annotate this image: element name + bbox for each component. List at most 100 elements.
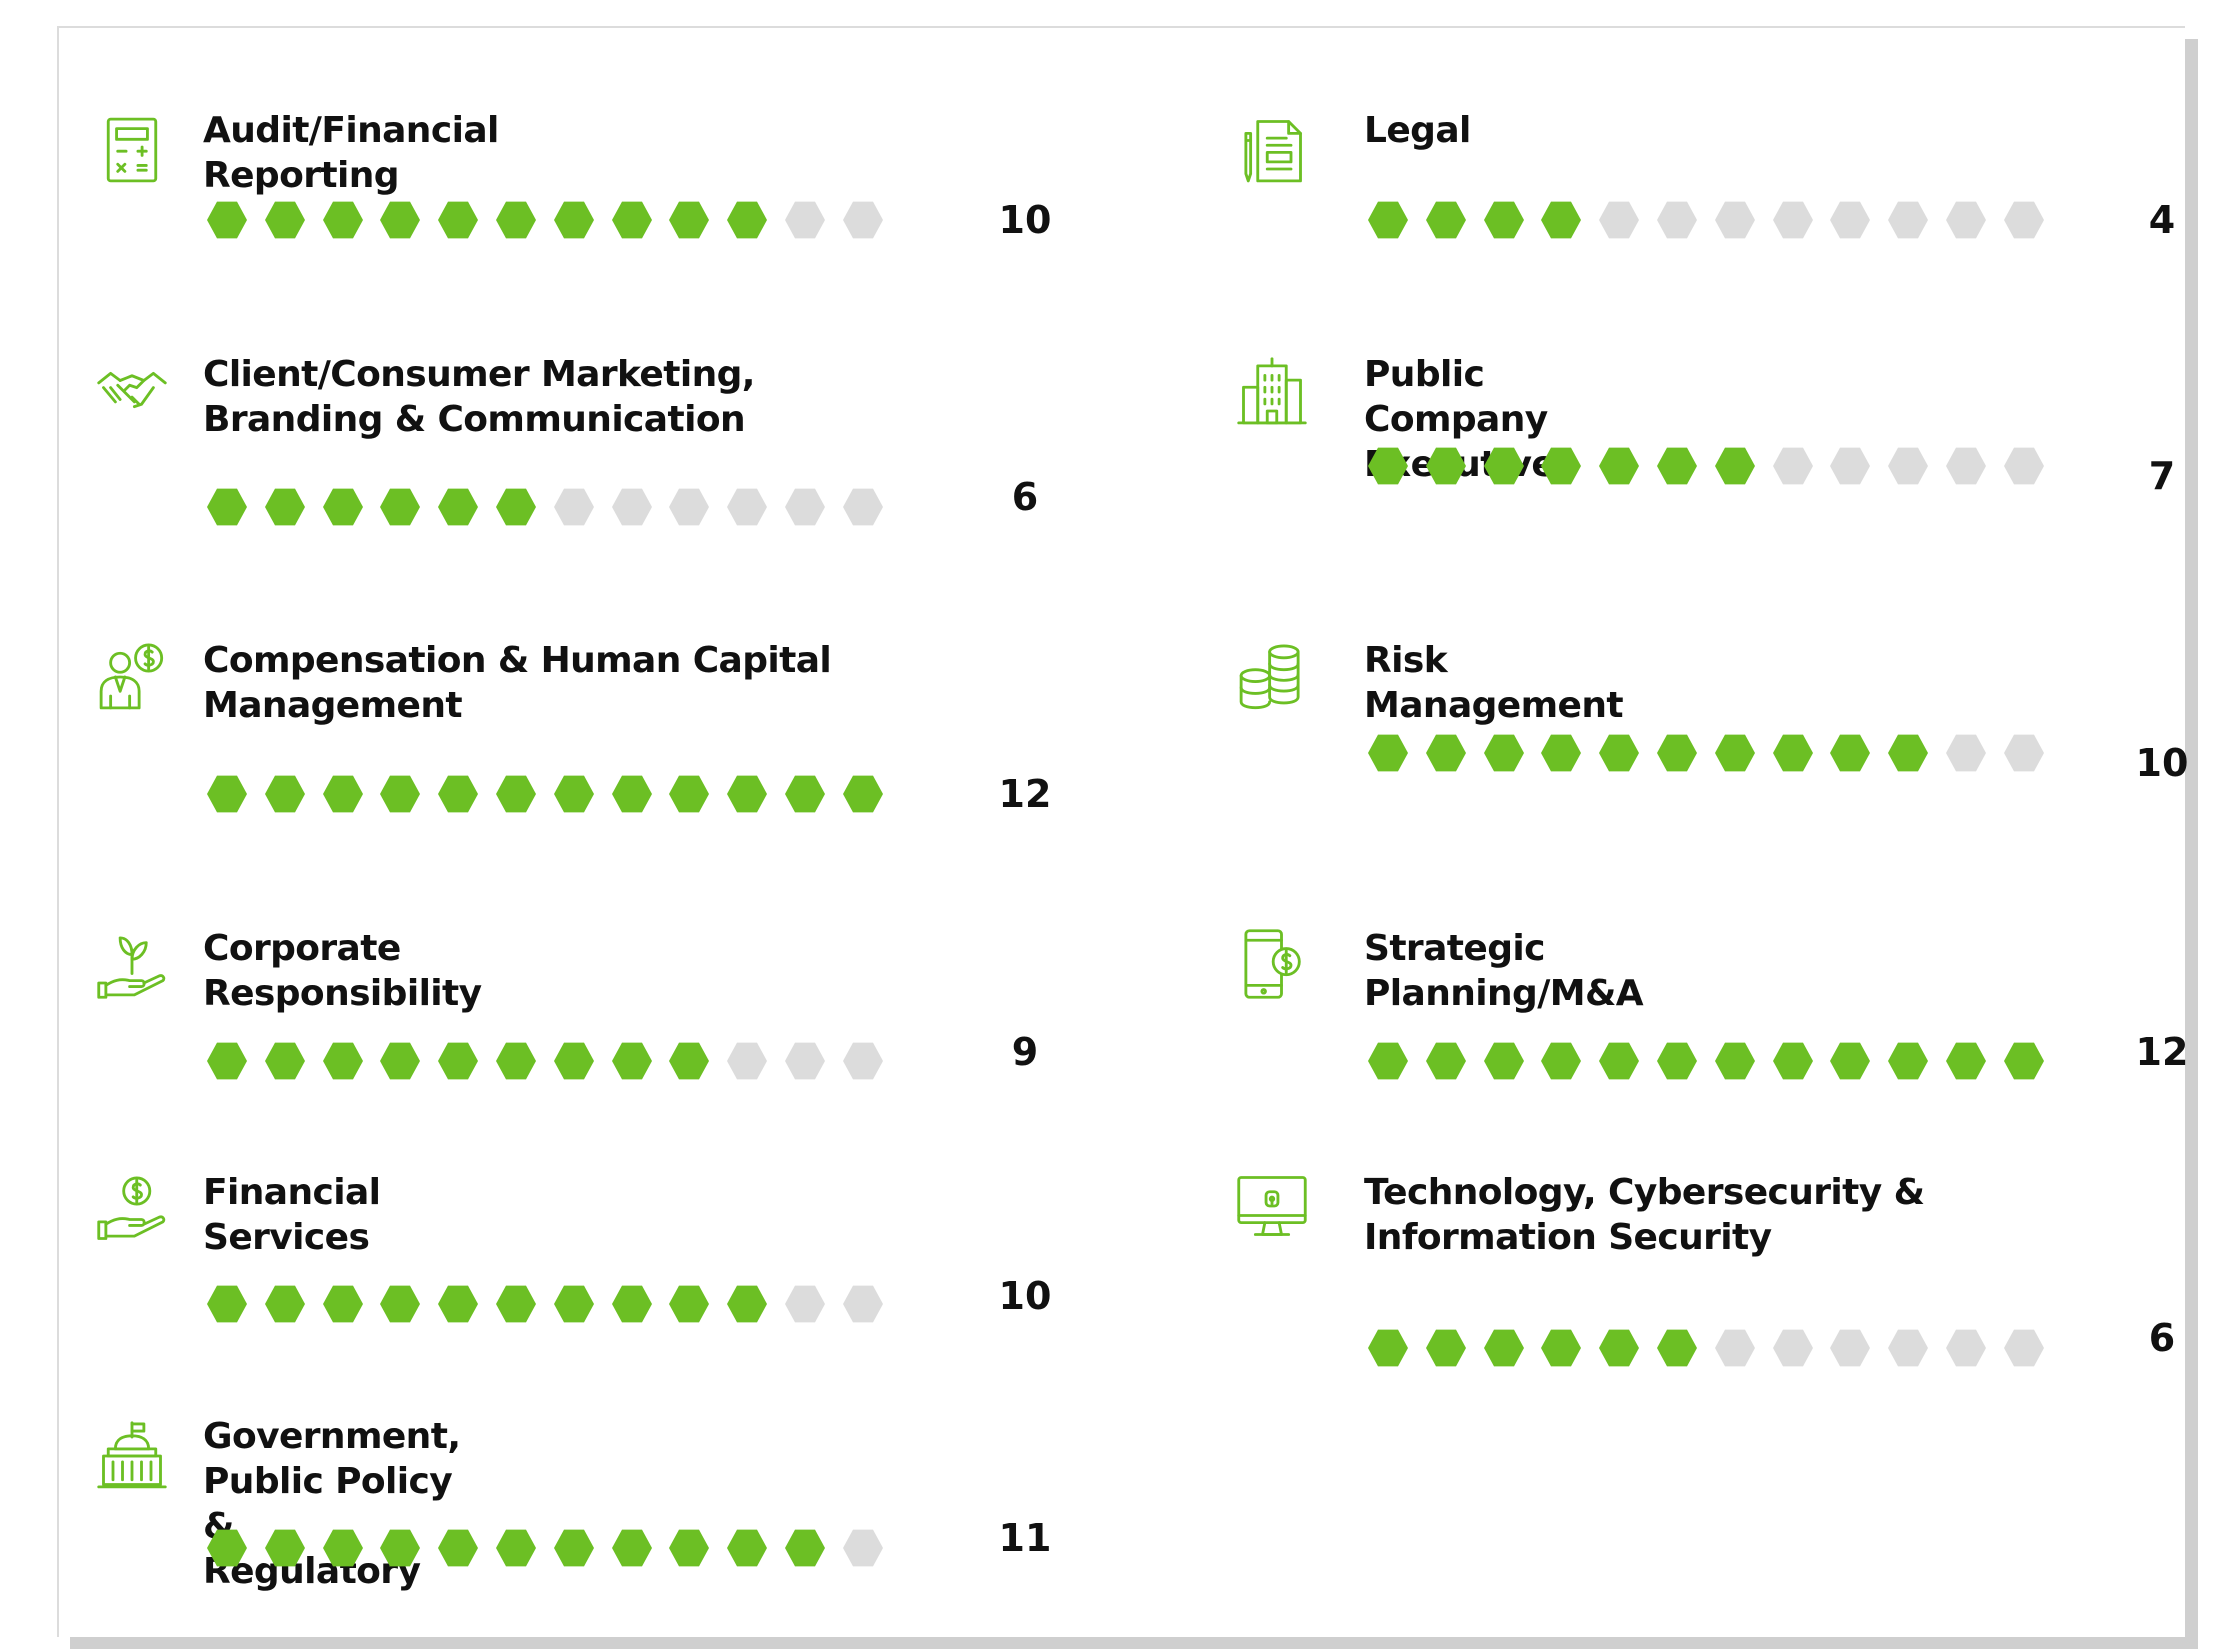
rating-dots [207,1284,883,1324]
rating-dot-filled [1426,1042,1466,1080]
rating-dot-filled [612,1529,652,1567]
rating-dot-filled [1888,734,1928,772]
monitor-lock-icon [1234,1168,1310,1244]
rating-dot-empty [1773,201,1813,239]
rating-dot-filled [1830,1042,1870,1080]
rating-dot-filled [1426,201,1466,239]
rating-dot-filled [265,1529,305,1567]
rating-dot-filled [380,775,420,813]
skill-count: 7 [2148,454,2176,498]
rating-dot-filled [496,1042,536,1080]
rating-dot-filled [496,775,536,813]
rating-dot-empty [1830,447,1870,485]
rating-dot-filled [496,201,536,239]
rating-dot-filled [612,201,652,239]
rating-dot-filled [1541,1042,1581,1080]
rating-dot-empty [2004,734,2044,772]
rating-dot-filled [554,1042,594,1080]
rating-dot-filled [380,1042,420,1080]
rating-dot-filled [1541,201,1581,239]
employee-dollar-icon [94,639,170,715]
rating-dot-empty [1773,1329,1813,1367]
rating-dot-filled [785,775,825,813]
skill-title: Government, Public Policy & Regulatory [203,1416,461,1592]
rating-dot-filled [612,1042,652,1080]
rating-dot-filled [1599,447,1639,485]
rating-dot-filled [1368,447,1408,485]
rating-dot-filled [1426,1329,1466,1367]
rating-dot-filled [438,488,478,526]
rating-dot-filled [207,488,247,526]
rating-dot-filled [727,1285,767,1323]
rating-dot-filled [1368,1042,1408,1080]
rating-dots [1368,733,2044,773]
rating-dot-filled [1657,734,1697,772]
rating-dot-filled [207,1042,247,1080]
rating-dot-filled [207,775,247,813]
rating-dot-empty [1657,201,1697,239]
rating-dot-filled [1888,1042,1928,1080]
rating-dot-empty [1946,447,1986,485]
rating-dot-filled [265,488,305,526]
rating-dot-empty [2004,201,2044,239]
rating-dot-filled [1484,201,1524,239]
skill-count: 10 [998,1274,1052,1318]
rating-dot-filled [380,201,420,239]
plant-in-hand-icon [94,926,170,1002]
rating-dot-filled [1715,447,1755,485]
rating-dot-filled [1541,734,1581,772]
rating-dot-empty [1830,201,1870,239]
rating-dot-empty [1715,1329,1755,1367]
rating-dots [1368,1041,2044,1081]
rating-dot-filled [612,1285,652,1323]
rating-dot-filled [554,1529,594,1567]
rating-dot-empty [785,201,825,239]
rating-dot-empty [843,201,883,239]
rating-dot-filled [323,1529,363,1567]
handshake-icon [94,352,170,428]
skill-title: Strategic Planning/M&A [1364,928,1644,1014]
rating-dots [207,200,883,240]
skill-count: 12 [2135,1030,2189,1074]
rating-dot-filled [727,201,767,239]
rating-dot-filled [323,1042,363,1080]
rating-dot-filled [438,775,478,813]
rating-dot-filled [1368,201,1408,239]
rating-dots [207,774,883,814]
calculator-icon [94,112,170,188]
rating-dot-empty [727,488,767,526]
rating-dot-filled [1657,447,1697,485]
rating-dot-filled [1599,1042,1639,1080]
rating-dot-filled [727,775,767,813]
rating-dot-empty [2004,1329,2044,1367]
skill-count: 9 [1011,1030,1039,1074]
rating-dot-filled [380,488,420,526]
rating-dot-empty [1599,201,1639,239]
skill-title: Corporate Responsibility [203,928,482,1014]
rating-dot-filled [207,1285,247,1323]
rating-dot-filled [669,1042,709,1080]
rating-dot-filled [785,1529,825,1567]
skill-count: 6 [2148,1316,2176,1360]
skill-title: Technology, Cybersecurity & Information … [1364,1172,1925,1258]
phone-dollar-icon [1234,926,1310,1002]
rating-dot-empty [843,1042,883,1080]
rating-dot-empty [843,488,883,526]
rating-dot-filled [265,201,305,239]
rating-dot-filled [1599,1329,1639,1367]
skill-title: Risk Management [1364,640,1624,726]
rating-dot-filled [265,1285,305,1323]
rating-dot-empty [843,1285,883,1323]
skill-count: 10 [998,198,1052,242]
rating-dot-filled [496,1285,536,1323]
rating-dot-empty [1888,1329,1928,1367]
rating-dot-filled [1946,1042,1986,1080]
rating-dot-empty [669,488,709,526]
rating-dot-filled [1484,734,1524,772]
rating-dot-filled [1541,447,1581,485]
rating-dot-filled [669,775,709,813]
rating-dot-empty [1830,1329,1870,1367]
skill-title: Compensation & Human Capital Management [203,640,832,726]
rating-dot-filled [2004,1042,2044,1080]
rating-dot-empty [1946,1329,1986,1367]
